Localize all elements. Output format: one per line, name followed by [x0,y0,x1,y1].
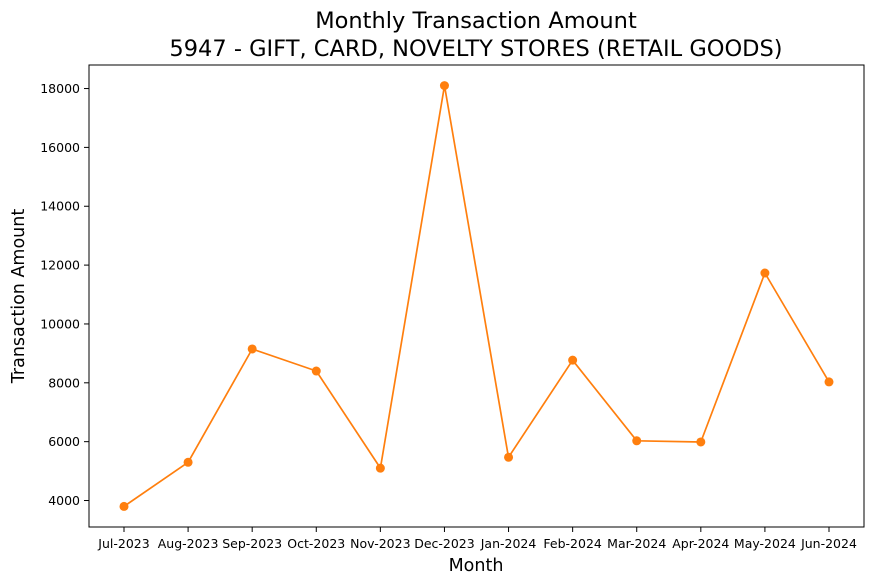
y-tick-label: 16000 [40,140,80,155]
x-tick-label: Mar-2024 [607,536,666,551]
plot-area [119,81,834,511]
data-point [568,355,578,365]
y-tick-label: 6000 [48,434,80,449]
data-point [439,81,449,91]
chart-subtitle: 5947 - GIFT, CARD, NOVELTY STORES (RETAI… [169,36,782,62]
x-tick-label: May-2024 [734,536,796,551]
y-axis-label: Transaction Amount [9,209,29,385]
x-tick-label: Jul-2023 [97,536,149,551]
x-axis-label: Month [449,556,504,576]
data-point [311,366,321,376]
data-point [632,436,642,446]
y-tick-label: 12000 [40,258,80,273]
y-tick-label: 14000 [40,199,80,214]
y-tick-label: 8000 [48,375,80,390]
y-tick-label: 18000 [40,81,80,96]
data-point [247,344,257,354]
y-tick-label: 4000 [48,493,80,508]
data-point [504,452,514,462]
data-point [183,457,193,467]
y-tick-label: 10000 [40,316,80,331]
x-tick-label: Jun-2024 [800,536,857,551]
x-tick-label: Nov-2023 [350,536,410,551]
x-tick-label: Dec-2023 [414,536,475,551]
x-tick-label: Feb-2024 [543,536,602,551]
data-point [119,501,129,511]
x-tick-label: Aug-2023 [158,536,219,551]
x-tick-label: Jan-2024 [480,536,537,551]
chart-title: Monthly Transaction Amount [315,8,637,34]
data-point [375,463,385,473]
data-point [760,268,770,278]
series-line [123,84,830,508]
plot-frame [88,64,865,528]
data-point [824,377,834,387]
x-tick-label: Sep-2023 [222,536,282,551]
axes: 4000 6000 8000 10000 12000 14000 16000 18000 Jul… [40,64,865,551]
x-tick-label: Oct-2023 [287,536,345,551]
x-tick-label: Apr-2024 [672,536,729,551]
data-point [696,437,706,447]
